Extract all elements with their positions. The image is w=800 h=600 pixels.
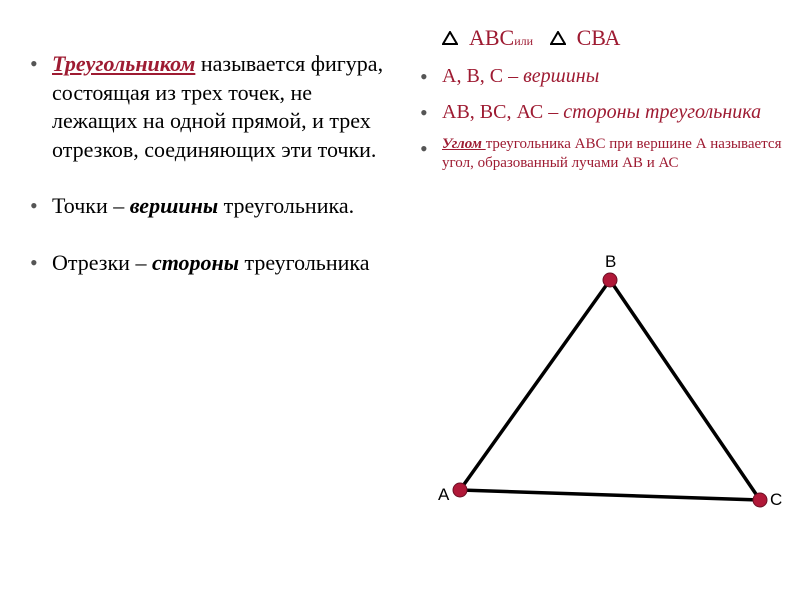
- angle-rest: треугольника АВС при вершине А называетс…: [442, 136, 781, 171]
- vertices-line: А, В, С – вершины: [420, 63, 790, 89]
- left-column: Треугольником называется фигура, состоящ…: [30, 50, 400, 306]
- triangle-icon: [442, 31, 458, 45]
- vertices-bullet: Точки – вершины треугольника.: [30, 192, 400, 221]
- definition-term: Треугольником: [52, 51, 195, 76]
- triangle-svg: [410, 250, 780, 580]
- vertices-suffix: треугольника.: [218, 193, 354, 218]
- sides-suffix: треугольника: [239, 250, 369, 275]
- notation-row: АВСили СВА: [420, 25, 790, 51]
- vertices-word: вершины: [523, 65, 599, 87]
- right-column: АВСили СВА А, В, С – вершины АВ, ВС, АС …: [420, 25, 790, 183]
- vertices-letters: А, В, С –: [442, 65, 523, 87]
- sides-letters: АВ, ВС, АС –: [442, 101, 563, 123]
- sides-prefix: Отрезки –: [52, 250, 152, 275]
- vertex-label-b: В: [605, 252, 616, 272]
- angle-term: Углом: [442, 136, 486, 152]
- angle-line: Углом треугольника АВС при вершине А наз…: [420, 135, 790, 173]
- sides-line: АВ, ВС, АС – стороны треугольника: [420, 99, 790, 125]
- notation-cba: СВА: [577, 25, 621, 50]
- vertex-label-a: А: [438, 485, 449, 505]
- vertices-prefix: Точки –: [52, 193, 130, 218]
- notation-ili: или: [514, 34, 533, 48]
- definition-bullet: Треугольником называется фигура, состоящ…: [30, 50, 400, 164]
- vertices-term: вершины: [130, 193, 218, 218]
- triangle-diagram: А В С: [410, 250, 780, 580]
- notation-abc: АВС: [469, 25, 514, 50]
- sides-bullet: Отрезки – стороны треугольника: [30, 249, 400, 278]
- sides-term: стороны: [152, 250, 239, 275]
- vertex-label-c: С: [770, 490, 782, 510]
- triangle-icon: [550, 31, 566, 45]
- sides-word: стороны треугольника: [563, 101, 761, 123]
